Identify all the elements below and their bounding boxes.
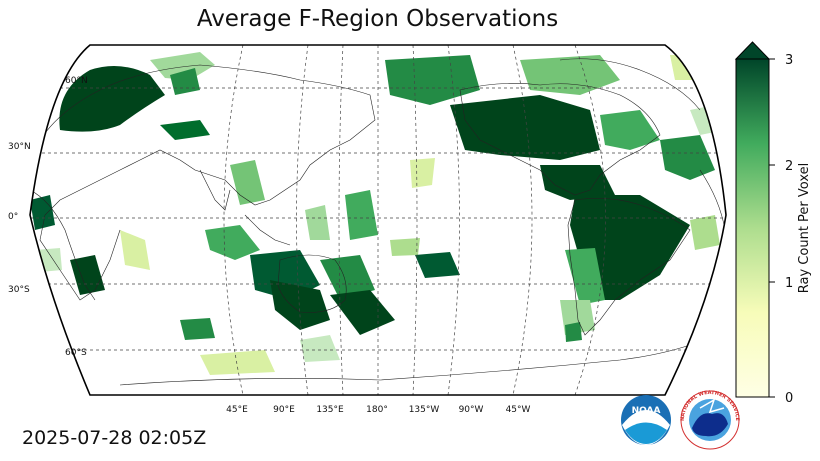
graticule xyxy=(30,45,726,395)
colorbar: 3 2 1 0 Ray Count Per Voxel xyxy=(734,41,812,406)
map-boundary xyxy=(29,44,727,396)
lon-label: 90°E xyxy=(273,405,295,415)
lon-label: 45°W xyxy=(506,405,531,415)
noaa-logo-text: NOAA xyxy=(632,406,661,416)
colorbar-gradient xyxy=(735,58,770,398)
lon-label: 45°E xyxy=(226,405,248,415)
lat-label: 60°S xyxy=(65,348,87,358)
timestamp: 2025-07-28 02:05Z xyxy=(22,427,207,449)
coastlines xyxy=(30,58,726,386)
colorbar-extend-arrow xyxy=(734,41,771,60)
lat-label: 30°S xyxy=(8,285,30,295)
colorbar-label: Ray Count Per Voxel xyxy=(797,163,812,293)
lon-label: 90°W xyxy=(459,405,484,415)
nws-logo: NATIONAL WEATHER SERVICE xyxy=(680,390,740,450)
colorbar-tick: 0 xyxy=(785,391,793,406)
colorbar-tick: 1 xyxy=(785,276,793,291)
colorbar-tick: 2 xyxy=(785,159,793,174)
ray-count-field xyxy=(30,52,725,375)
lat-label: 30°N xyxy=(8,142,31,152)
lon-label: 135°W xyxy=(409,405,440,415)
noaa-logo: NOAA xyxy=(621,395,671,445)
map-title: Average F-Region Observations xyxy=(196,6,559,32)
lat-label: 0° xyxy=(8,212,18,222)
lat-label: 60°N xyxy=(65,76,88,86)
lon-label: 135°E xyxy=(316,405,344,415)
colorbar-tick: 3 xyxy=(785,53,793,68)
lon-label: 180° xyxy=(366,405,388,415)
